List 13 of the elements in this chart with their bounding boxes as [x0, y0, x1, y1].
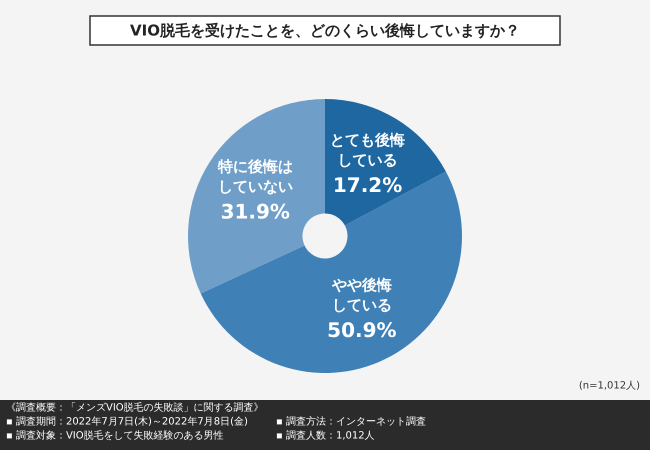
- slice-label: やや後悔している: [330, 276, 392, 314]
- chart-title: VIO脱毛を受けたことを、どのくらい後悔していますか？: [130, 22, 520, 40]
- text: ▪ 調査方法：インターネット調査: [276, 416, 426, 428]
- text: ▪ 調査対象：VIO脱毛をして失敗経験のある男性: [6, 430, 224, 442]
- slice-label: 特に後悔はしていない: [216, 157, 293, 196]
- data-label: 17.2%: [332, 173, 402, 198]
- data-label: 31.9%: [220, 199, 290, 224]
- slice-label: とても後悔している: [330, 131, 406, 170]
- data-label: 50.9%: [327, 318, 397, 342]
- text: 《調査概要：「メンズVIO脱毛の失敗談」に関する調査》: [6, 402, 264, 414]
- text: ▪ 調査人数：1,012人: [276, 430, 375, 442]
- text: ▪ 調査期間：2022年7月7日(木)～2022年7月8日(金): [6, 416, 248, 428]
- text: (n=1,012人): [578, 380, 640, 392]
